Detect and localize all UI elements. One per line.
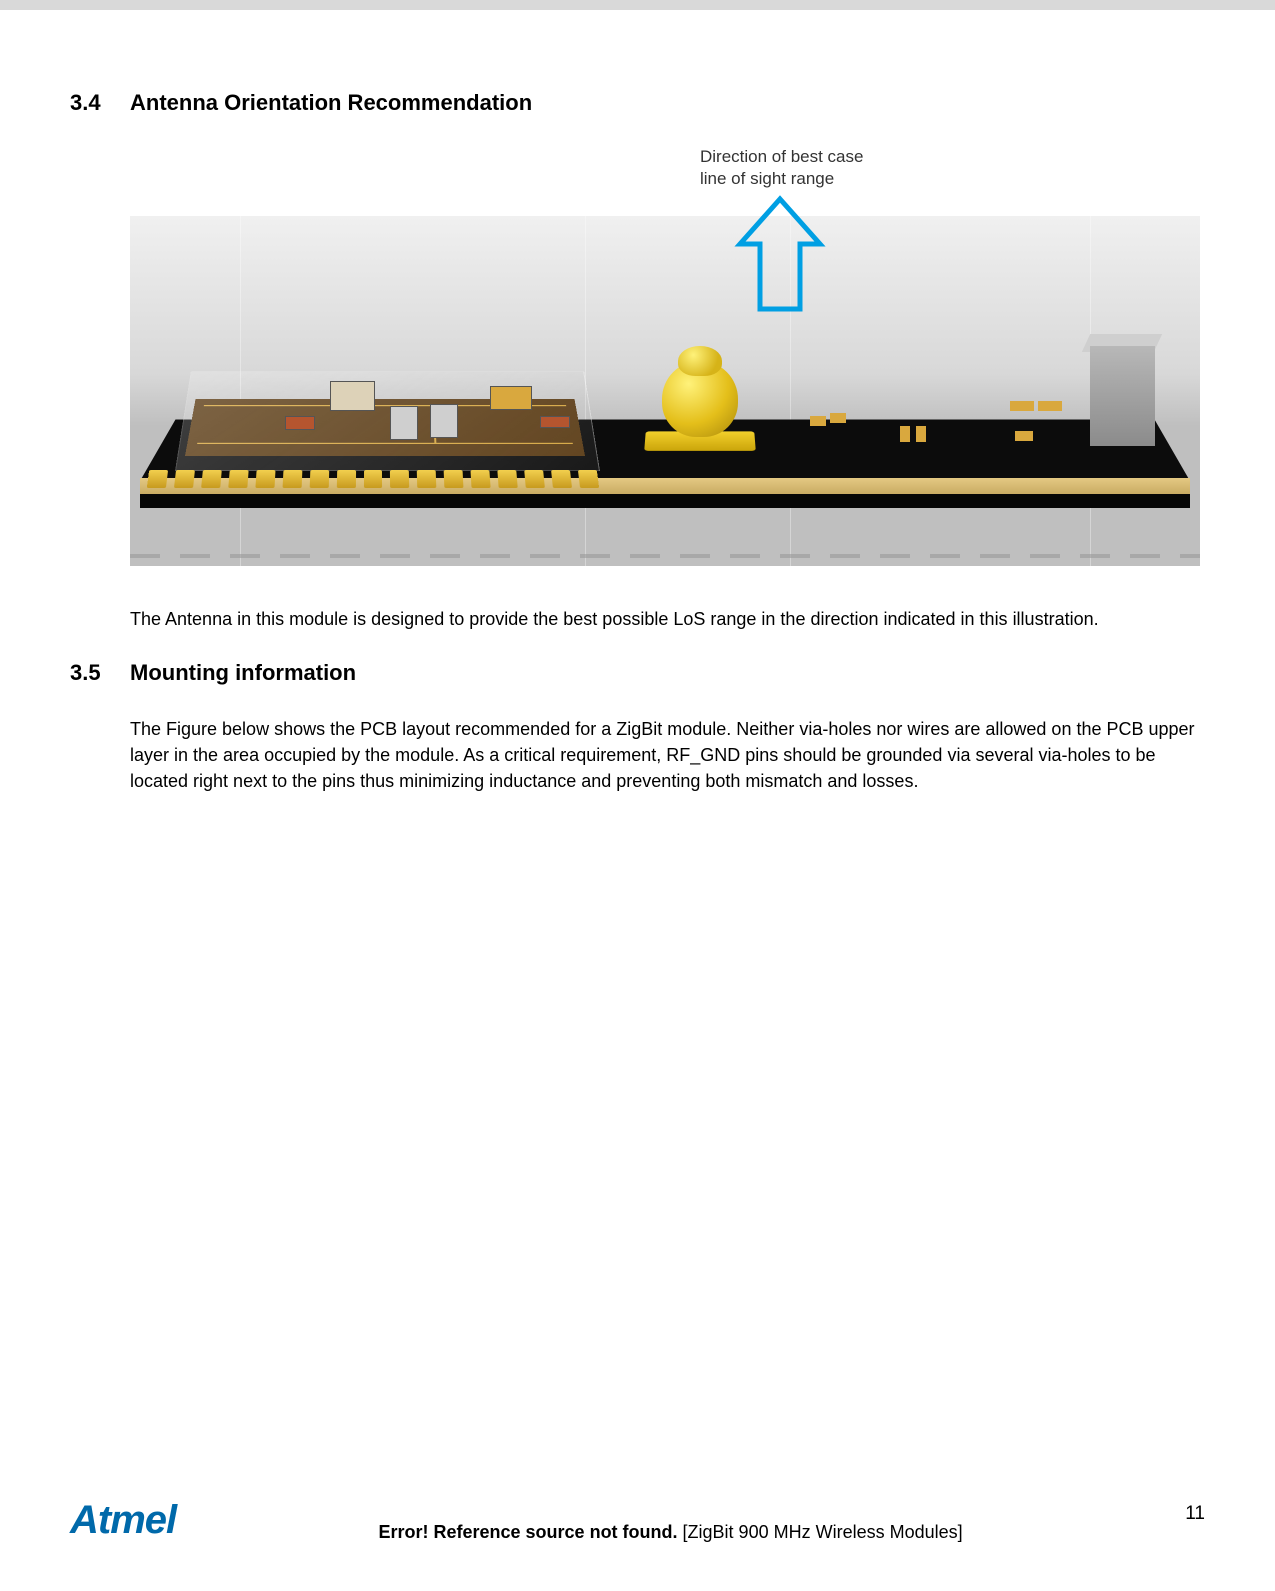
component: [490, 386, 532, 410]
section-title: Antenna Orientation Recommendation: [130, 90, 532, 116]
pad: [830, 413, 846, 423]
pad: [1010, 401, 1034, 411]
gold-pad: [336, 470, 355, 488]
pcb-render: [130, 216, 1200, 566]
section-number: 3.5: [70, 660, 130, 686]
pad: [1015, 431, 1033, 441]
footer-text: Error! Reference source not found. [ZigB…: [176, 1522, 1165, 1543]
gold-pad: [255, 470, 275, 488]
page-number: 11: [1165, 1503, 1205, 1525]
component: [540, 416, 570, 428]
rf-shield: [175, 371, 600, 471]
gold-pad: [309, 470, 329, 488]
section-3-4-body: The Antenna in this module is designed t…: [130, 606, 1205, 632]
section-number: 3.4: [70, 90, 130, 116]
component: [285, 416, 315, 430]
section-title: Mounting information: [130, 660, 356, 686]
antenna-block: [1090, 346, 1155, 446]
pad: [1038, 401, 1062, 411]
direction-arrow-icon: [730, 194, 830, 314]
gold-pad: [363, 470, 382, 488]
gold-pad: [228, 470, 248, 488]
footer-doc-title: [ZigBit 900 MHz Wireless Modules]: [678, 1522, 963, 1542]
gold-pads: [147, 470, 599, 488]
pad: [916, 426, 926, 442]
gold-pad: [498, 470, 518, 488]
gold-pad: [147, 470, 168, 488]
gold-pad: [471, 470, 491, 488]
gold-pad: [201, 470, 222, 488]
heading-3-5: 3.5 Mounting information: [70, 660, 1205, 686]
gold-pad: [174, 470, 195, 488]
caption-line1: Direction of best case: [700, 147, 863, 166]
gold-pad: [524, 470, 545, 488]
pad: [810, 416, 826, 426]
component: [430, 404, 458, 438]
gold-pad: [417, 470, 437, 488]
component: [330, 381, 375, 411]
section-3-5-body: The Figure below shows the PCB layout re…: [130, 716, 1205, 794]
top-bar: [0, 0, 1275, 10]
heading-3-4: 3.4 Antenna Orientation Recommendation: [70, 90, 1205, 116]
caption-line2: line of sight range: [700, 169, 834, 188]
antenna-figure: Direction of best case line of sight ran…: [130, 146, 1200, 496]
figure-caption: Direction of best case line of sight ran…: [700, 146, 863, 190]
page-footer: Atmel Error! Reference source not found.…: [0, 1498, 1275, 1543]
gold-pad: [390, 470, 409, 488]
page-content: 3.4 Antenna Orientation Recommendation D…: [0, 10, 1275, 794]
atmel-logo: Atmel: [70, 1498, 176, 1543]
gold-pad: [578, 470, 599, 488]
gold-pad: [282, 470, 302, 488]
sma-cap: [678, 346, 722, 376]
footer-error: Error! Reference source not found.: [378, 1522, 677, 1542]
pad: [900, 426, 910, 442]
component: [390, 406, 418, 440]
gold-pad: [551, 470, 572, 488]
gold-pad: [444, 470, 464, 488]
